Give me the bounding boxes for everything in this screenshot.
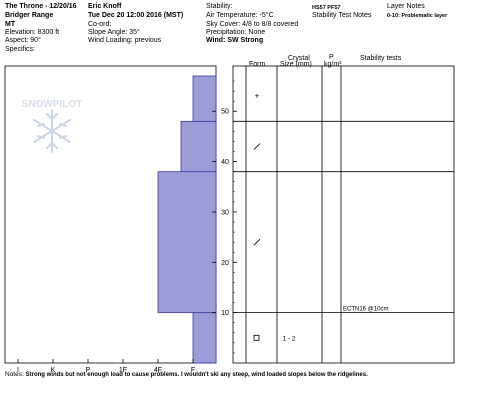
height-y-ticks: 10 20 30 40 50 <box>212 80 237 354</box>
problematic-layer-scale: 0-10: Problematic layer <box>387 13 448 19</box>
stability: Stability: <box>206 3 233 10</box>
hardness-x-ticks: I K P 1F 4F F <box>17 359 195 374</box>
col-form: Form <box>249 61 266 68</box>
x-tick-label-I: I <box>17 367 19 374</box>
hardness-panel: I K P 1F 4F F <box>4 65 217 374</box>
col-crystal: Crystal <box>288 55 310 62</box>
aspect: Aspect: 90° <box>5 37 41 44</box>
state: MT <box>5 21 16 28</box>
hardness-bar-1 <box>157 171 217 314</box>
watermark-text: SNOWPILOT <box>22 99 83 110</box>
col-size: Size (mm) <box>280 61 312 68</box>
x-tick-label-K: K <box>51 367 56 374</box>
layer-notes: Layer Notes <box>387 3 425 10</box>
stability-test-notes: Stability Test Notes <box>312 12 372 19</box>
stability-test-label-0: ECTN16 @10cm <box>343 307 388 313</box>
coordinates: Co-ord: <box>88 21 112 28</box>
grain-symbols: +1 - 2 <box>253 92 296 342</box>
hs-pf: HS57 PF57 <box>312 5 341 11</box>
specifics: Specifics: <box>5 46 35 53</box>
notes-text: Strong winds but not enough load to caus… <box>25 372 368 378</box>
layer-panel: 10 20 30 40 50 +1 - 2 ECTN16 @10cm <box>212 65 455 364</box>
slope-angle: Slope Angle: 35° <box>88 29 140 36</box>
snowflake-icon <box>33 109 71 153</box>
col-density-unit: kg/m³ <box>324 61 342 68</box>
x-tick-label-4F: 4F <box>154 367 162 374</box>
layer-frame <box>232 65 455 364</box>
watermark: SNOWPILOT <box>22 99 83 153</box>
observer: Eric Knoff <box>88 3 122 10</box>
y-tick-label-20: 20 <box>221 260 229 267</box>
y-tick-label-10: 10 <box>221 310 229 317</box>
x-tick-label-F: F <box>191 367 195 374</box>
pit-title: The Throne - 12/20/16 <box>5 3 77 10</box>
y-tick-label-30: 30 <box>221 209 229 216</box>
grain-size-3: 1 - 2 <box>282 335 295 342</box>
notes-label: Notes: <box>5 371 24 378</box>
wind: Wind: SW Strong <box>206 37 264 44</box>
hardness-bar-2 <box>180 120 217 173</box>
grain-plus-0: + <box>255 92 260 101</box>
grain-slash-2 <box>253 238 261 246</box>
hardness-bar-3 <box>192 75 217 122</box>
stability-test-marks: ECTN16 @10cm <box>343 307 388 313</box>
col-stability-tests: Stability tests <box>360 55 402 62</box>
layer-boundaries <box>233 120 454 314</box>
grain-slash-1 <box>253 143 261 150</box>
x-tick-label-P: P <box>86 367 91 374</box>
observation-datetime: Tue Dec 20 12:00 2016 (MST) <box>88 12 184 19</box>
x-tick-label-1F: 1F <box>119 367 127 374</box>
grain-square-3 <box>253 334 260 341</box>
hardness-bars <box>157 75 217 364</box>
y-tick-label-50: 50 <box>221 109 229 116</box>
notes: Notes: Strong winds but not enough load … <box>5 371 368 378</box>
mountain-range: Bridger Range <box>5 12 54 19</box>
precipitation: Precipitation: None <box>206 29 266 36</box>
sky-cover: Sky Cover: 4/8 to 8/8 covered <box>206 21 299 28</box>
hardness-bar-0 <box>192 312 217 364</box>
wind-loading: Wind Loading: previous <box>88 37 162 44</box>
y-tick-label-40: 40 <box>221 159 229 166</box>
elevation: Elevation: 8300 ft <box>5 29 60 36</box>
col-density: P <box>329 54 334 61</box>
air-temperature: Air Temperature: -5°C <box>206 12 274 19</box>
